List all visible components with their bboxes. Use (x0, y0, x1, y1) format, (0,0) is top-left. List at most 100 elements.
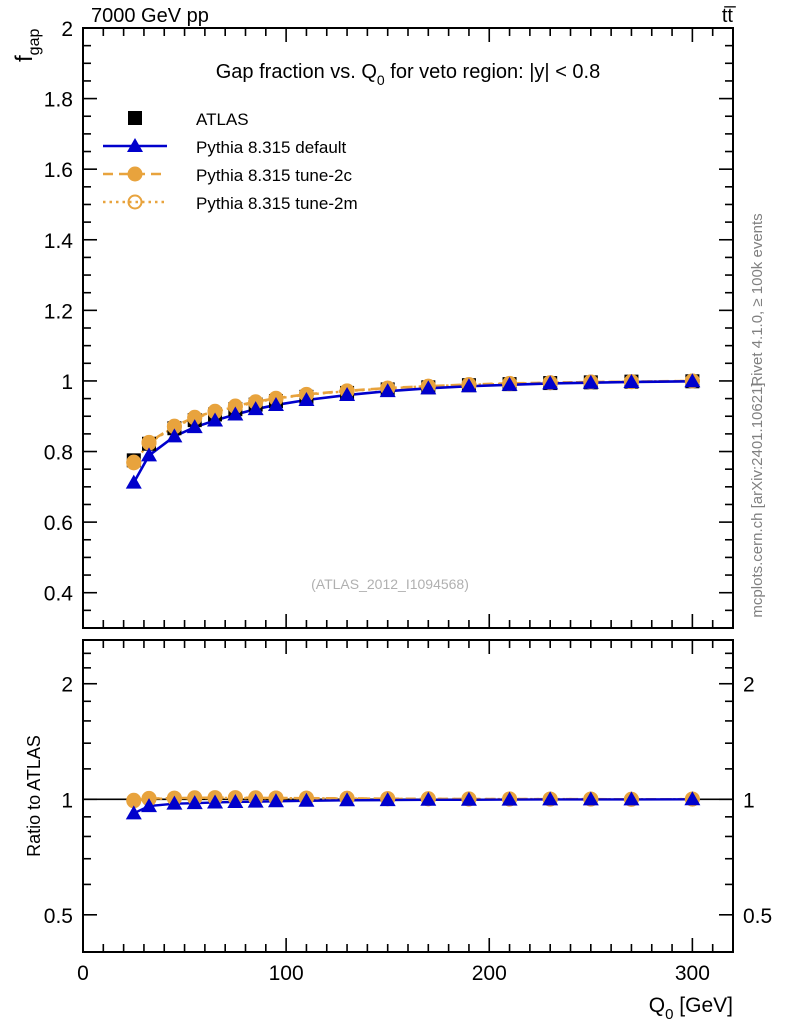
title-suffix: for veto region: |y| < 0.8 (385, 61, 601, 83)
ratio-marker (298, 792, 315, 807)
ratio-marker (186, 795, 203, 810)
ratio-marker (582, 791, 599, 806)
ratio-marker (501, 791, 518, 806)
ratio-y-tick-label-right: 2 (743, 674, 755, 697)
data-marker (141, 447, 158, 462)
data-marker (684, 373, 701, 388)
main-series-markers-pythia-8-315-default (125, 373, 701, 489)
data-marker (166, 418, 182, 434)
data-marker (247, 401, 264, 416)
legend: ATLAS Pythia 8.315 default Pythia 8.315 tu… (103, 110, 358, 213)
ratio-y-tick-label: 0.5 (44, 905, 73, 928)
legend-label: Pythia 8.315 tune-2c (196, 166, 352, 185)
data-marker (207, 412, 224, 427)
ratio-marker (460, 791, 477, 806)
side-text-mcplots: mcplots.cern.ch [arXiv:2401.10621] (749, 382, 766, 617)
ratio-marker (623, 791, 640, 806)
ratio-marker (166, 795, 183, 810)
title-prefix: Gap fraction vs. Q (216, 61, 377, 83)
main-title-text: Gap fraction vs. Q0 for veto region: |y|… (216, 61, 600, 88)
data-marker (542, 375, 559, 390)
legend-label: ATLAS (196, 110, 249, 129)
ratio-x-axis: 0 100 200 300 (77, 640, 734, 985)
data-marker (166, 428, 183, 443)
main-ylabel-sub: gap (26, 29, 43, 56)
ratio-marker (207, 794, 224, 809)
main-x-axis (82, 28, 734, 628)
x-tick-label: 0 (77, 962, 89, 985)
main-y-tick-label: 1.2 (44, 300, 73, 323)
main-y-tick-label: 0.8 (44, 442, 73, 465)
ratio-marker (420, 791, 437, 806)
data-marker (227, 406, 244, 421)
main-y-tick-label: 0.4 (44, 583, 74, 606)
legend-marker-sample (127, 194, 143, 210)
x-tick-label: 100 (269, 962, 304, 985)
legend-item[interactable]: Pythia 8.315 default (103, 138, 347, 157)
main-y-tick-label: 1.8 (44, 89, 73, 112)
ratio-y-tick-label-right: 0.5 (743, 905, 772, 928)
legend-marker-sample (127, 166, 143, 182)
main-y-tick-label: 1 (61, 371, 73, 394)
main-panel-frame (82, 27, 734, 629)
ratio-marker (267, 793, 284, 808)
ratio-ylabel: Ratio to ATLAS (24, 735, 44, 857)
data-marker (298, 392, 315, 406)
main-ylabel-main: f (11, 55, 38, 62)
data-marker (125, 474, 142, 489)
legend-item[interactable]: Pythia 8.315 tune-2m (103, 194, 358, 213)
main-y-tick-label: 1.4 (44, 230, 74, 253)
main-y-tick-label: 2 (61, 18, 73, 41)
header-right-label: tt̅ (722, 5, 736, 27)
legend-marker-sample (127, 138, 143, 152)
data-marker (460, 378, 477, 393)
ratio-y-tick-label: 2 (61, 674, 73, 697)
xlabel-sub: 0 (665, 1006, 673, 1023)
side-text-rivet: Rivet 4.1.0, ≥ 100k events (749, 213, 766, 386)
ratio-marker (125, 805, 142, 820)
ratio-marker (542, 791, 559, 806)
ratio-y-tick-label: 1 (61, 789, 73, 812)
ratio-marker (227, 793, 244, 808)
xlabel-unit: [GeV] (673, 994, 733, 1017)
x-tick-label: 300 (675, 962, 710, 985)
main-ylabel-text: fgap (11, 29, 43, 62)
legend-item[interactable]: ATLAS (128, 110, 249, 129)
data-marker (207, 403, 223, 419)
main-series-line-pythia-8-315-default (132, 379, 693, 484)
data-marker (623, 374, 640, 388)
data-marker (267, 396, 284, 411)
ratio-series-markers-pythia-8-315-default (125, 791, 701, 820)
data-marker (379, 383, 396, 398)
ratio-y-tick-label-right: 1 (743, 789, 755, 812)
legend-label: Pythia 8.315 default (196, 138, 347, 157)
main-ylabel: fgap (11, 29, 43, 62)
legend-marker-sample (128, 111, 142, 125)
data-marker (420, 380, 437, 395)
data-marker (187, 409, 203, 425)
main-y-axis: 0.4 0.6 0.8 1 1.2 1.4 1.6 1.8 2 (44, 18, 733, 629)
legend-label: Pythia 8.315 tune-2m (196, 194, 358, 213)
xlabel-main: Q (649, 994, 665, 1017)
ratio-marker (126, 792, 142, 808)
x-tick-label: 200 (472, 962, 507, 985)
main-title: Gap fraction vs. Q0 for veto region: |y|… (216, 61, 600, 88)
data-marker (227, 398, 243, 414)
series-polyline (132, 379, 693, 484)
ratio-marker (141, 798, 158, 813)
dataset-watermark: (ATLAS_2012_I1094568) (311, 576, 469, 592)
ratio-marker (247, 793, 264, 808)
data-marker (339, 387, 356, 402)
ratio-marker (684, 791, 701, 806)
legend-item[interactable]: Pythia 8.315 tune-2c (103, 166, 352, 185)
x-axis-title-text: Q0 [GeV] (649, 994, 733, 1023)
data-marker (186, 419, 203, 434)
x-axis-title: Q0 [GeV] (649, 994, 733, 1023)
main-y-tick-label: 0.6 (44, 512, 73, 535)
data-marker (501, 376, 518, 391)
data-marker (582, 374, 599, 389)
data-marker (141, 434, 157, 450)
ratio-marker (379, 792, 396, 807)
